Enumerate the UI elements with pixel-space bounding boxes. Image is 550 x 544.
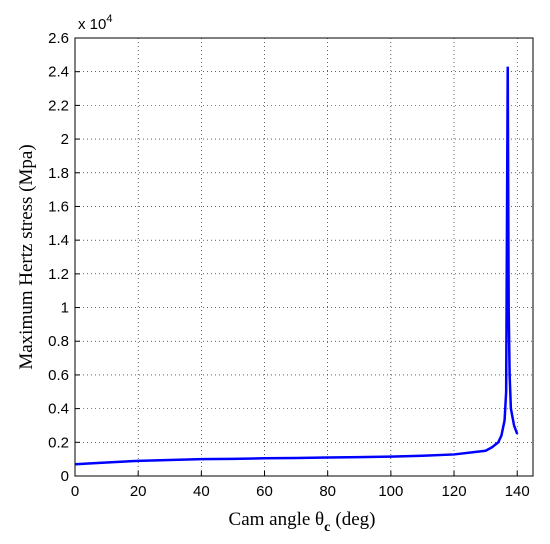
data-line	[74, 66, 519, 466]
y-tick-label: 0.2	[48, 434, 69, 451]
x-axis-label: Cam angle θc (deg)	[229, 509, 376, 535]
y-multiplier-base: x 10	[78, 16, 106, 33]
y-tick-label: 0.8	[48, 333, 69, 350]
x-tick-label: 140	[505, 483, 530, 500]
x-tick-label: 100	[378, 483, 403, 500]
y-tick-label: 2.6	[48, 30, 69, 47]
y-tick-label: 1	[61, 300, 69, 317]
x-axis-label-sub: c	[324, 520, 330, 535]
y-tick-label: 1.2	[48, 266, 69, 283]
y-tick-label: 2.2	[48, 97, 69, 114]
x-tick-label: 120	[442, 483, 467, 500]
plot-frame	[74, 37, 534, 477]
x-tick-label: 0	[71, 483, 79, 500]
y-axis-label: Maximum Hertz stress (Mpa)	[16, 144, 37, 369]
x-tick-label: 20	[130, 483, 147, 500]
x-tick-label: 80	[319, 483, 336, 500]
x-tick-label: 60	[256, 483, 273, 500]
y-tick-label: 0.4	[48, 401, 69, 418]
y-multiplier-exponent: 4	[106, 13, 112, 25]
x-axis-label-text: Cam angle θ	[229, 509, 325, 530]
y-tick-label: 0	[61, 468, 69, 485]
x-tick-label: 40	[193, 483, 210, 500]
y-tick-label: 2	[61, 131, 69, 148]
y-tick-label: 0.6	[48, 367, 69, 384]
y-multiplier: x 104	[78, 13, 112, 33]
y-tick-label: 2.4	[48, 64, 69, 81]
y-tick-label: 1.8	[48, 165, 69, 182]
y-tick-label: 1.4	[48, 232, 69, 249]
x-axis-label-suffix: (deg)	[335, 509, 375, 530]
y-tick-label: 1.6	[48, 198, 69, 215]
